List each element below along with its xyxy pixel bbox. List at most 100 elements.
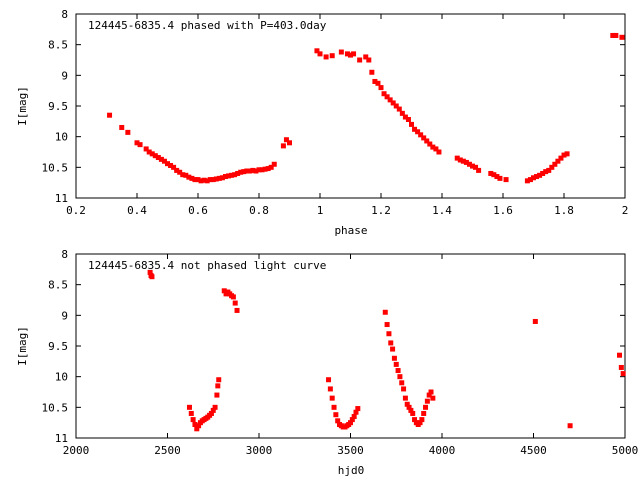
data-point xyxy=(372,78,378,84)
data-point xyxy=(247,168,253,174)
x-tick-label: 0.4 xyxy=(127,204,147,217)
data-point xyxy=(412,126,418,132)
data-point xyxy=(234,307,240,313)
data-point xyxy=(186,174,192,180)
data-point xyxy=(421,135,427,141)
data-point xyxy=(186,404,192,410)
data-point xyxy=(283,137,289,143)
data-point xyxy=(412,417,418,423)
data-point xyxy=(329,395,335,401)
data-point xyxy=(338,49,344,55)
data-point xyxy=(259,167,265,173)
data-point xyxy=(351,414,357,420)
data-point xyxy=(401,386,407,392)
x-tick-label: 1.4 xyxy=(432,204,452,217)
y-axis-label: I[mag] xyxy=(16,86,29,126)
data-point xyxy=(344,51,350,57)
data-point xyxy=(388,340,394,346)
data-point xyxy=(466,161,472,167)
x-tick-label: 1.2 xyxy=(371,204,391,217)
data-point xyxy=(238,169,244,175)
data-point xyxy=(534,174,540,180)
data-point xyxy=(463,159,469,165)
data-point xyxy=(188,410,194,416)
data-point xyxy=(618,364,624,370)
data-point xyxy=(613,32,619,38)
data-point xyxy=(210,177,216,183)
y-tick-label: 8.5 xyxy=(48,279,68,292)
x-tick-label: 0.8 xyxy=(249,204,269,217)
chart-panel-unphased: 124445-6835.4 not phased light curve hjd… xyxy=(16,248,638,477)
x-axis-label: hjd0 xyxy=(338,464,365,477)
data-point xyxy=(180,172,186,178)
data-point xyxy=(168,162,174,168)
data-point xyxy=(430,144,436,150)
data-point xyxy=(424,398,430,404)
data-point xyxy=(198,178,204,184)
y-tick-label: 10 xyxy=(55,371,68,384)
data-point xyxy=(399,110,405,116)
data-point xyxy=(384,94,390,100)
data-point xyxy=(349,417,355,423)
data-point xyxy=(210,407,216,413)
data-point xyxy=(555,158,561,164)
data-point xyxy=(137,142,143,148)
data-point xyxy=(195,177,201,183)
data-point xyxy=(143,146,149,152)
y-tick-label: 9.5 xyxy=(48,340,68,353)
data-point xyxy=(208,410,214,416)
x-tick-label: 3500 xyxy=(337,444,364,457)
data-point xyxy=(393,361,399,367)
data-point xyxy=(226,173,231,179)
data-point xyxy=(331,404,337,410)
x-tick-label: 5000 xyxy=(612,444,639,457)
data-point xyxy=(335,418,341,424)
data-point xyxy=(253,168,259,174)
data-point xyxy=(410,410,416,416)
data-point xyxy=(235,170,241,176)
data-point xyxy=(161,158,167,164)
data-point xyxy=(192,177,198,183)
data-point xyxy=(393,103,399,109)
data-point xyxy=(558,155,564,161)
data-point xyxy=(348,52,353,58)
data-point xyxy=(149,151,155,157)
data-point xyxy=(406,404,412,410)
x-tick-label: 4500 xyxy=(520,444,547,457)
data-point xyxy=(201,177,207,183)
data-point xyxy=(355,406,361,412)
data-point xyxy=(244,168,250,174)
data-point xyxy=(219,175,225,181)
data-point xyxy=(222,174,228,180)
data-point xyxy=(390,100,396,106)
data-point xyxy=(491,172,497,178)
data-point xyxy=(232,300,238,306)
data-point xyxy=(268,164,274,170)
data-point xyxy=(386,331,392,337)
data-point xyxy=(214,392,220,398)
x-tick-label: 4000 xyxy=(429,444,456,457)
data-point xyxy=(369,69,375,75)
y-tick-label: 9 xyxy=(61,309,68,322)
data-point xyxy=(494,174,500,180)
x-tick-label: 2 xyxy=(622,204,629,217)
data-point xyxy=(177,169,183,175)
data-point xyxy=(426,392,432,398)
data-point xyxy=(271,161,277,167)
data-point xyxy=(232,172,238,178)
data-point xyxy=(329,53,335,59)
data-point xyxy=(351,51,357,57)
data-point xyxy=(428,389,434,395)
data-point xyxy=(524,178,530,184)
y-tick-label: 11 xyxy=(55,192,68,205)
data-point xyxy=(454,155,460,161)
data-point xyxy=(497,175,503,181)
data-point xyxy=(503,177,509,183)
data-point xyxy=(399,380,405,386)
data-point xyxy=(323,54,329,60)
data-point xyxy=(230,294,236,300)
data-point xyxy=(375,80,381,86)
data-point xyxy=(366,57,372,63)
data-point xyxy=(476,167,482,173)
data-point xyxy=(196,423,202,429)
